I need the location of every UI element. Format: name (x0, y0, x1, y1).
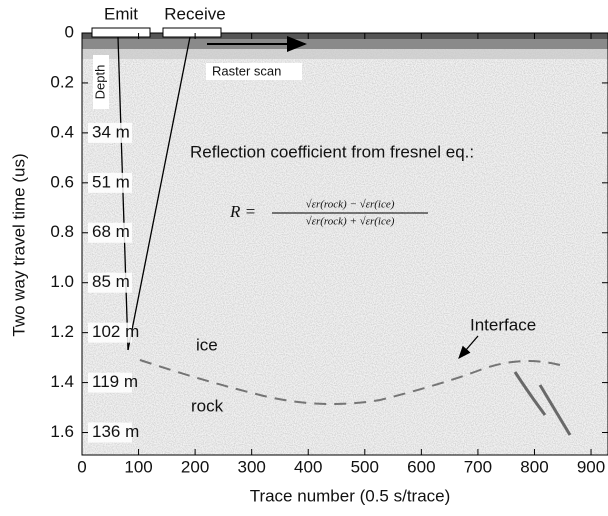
x-axis-label: Trace number (0.5 s/trace) (250, 486, 451, 505)
depth-label: 136 m (92, 422, 139, 441)
depth-label-box (88, 422, 132, 443)
ice-label: ice (196, 335, 218, 354)
emit-box (91, 27, 151, 38)
depth-label-box (88, 372, 132, 393)
emit-label: Emit (104, 4, 138, 23)
depth-label: 85 m (92, 272, 130, 291)
x-tick-label: 100 (124, 457, 152, 476)
y-tick-label: 1.6 (50, 422, 74, 441)
x-tick-label: 400 (294, 457, 322, 476)
y-tick-label: 0.6 (50, 172, 74, 191)
depth-label: 68 m (92, 222, 130, 241)
depth-label: 34 m (92, 122, 130, 141)
interface-label: Interface (470, 315, 536, 334)
y-tick-label: 0.8 (50, 222, 74, 241)
depth-label: 51 m (92, 172, 130, 191)
radar-image (82, 33, 608, 455)
depth-label-box (88, 322, 132, 343)
y-tick-label: 0.2 (50, 72, 74, 91)
depth-title: Depth (92, 65, 107, 100)
formula-lhs: R = (229, 202, 256, 221)
x-tick-label: 0 (77, 457, 86, 476)
x-tick-label: 200 (181, 457, 209, 476)
x-tick-label: 800 (520, 457, 548, 476)
emit-ray (117, 36, 129, 351)
x-tick-label: 600 (407, 457, 435, 476)
depth-label-box (88, 122, 132, 143)
formula-denominator: √εr(rock) + √εr(ice) (306, 216, 395, 228)
x-tick-label: 700 (464, 457, 492, 476)
depth-label-box (88, 172, 132, 193)
y-axis-label: Two way travel time (us) (9, 153, 28, 336)
rock-label: rock (191, 396, 224, 415)
y-tick-label: 1.0 (50, 272, 74, 291)
depth-label: 102 m (92, 322, 139, 341)
depth-label-box (88, 272, 132, 293)
y-tick-label: 1.2 (50, 322, 74, 341)
x-tick-label: 900 (577, 457, 605, 476)
depth-box (93, 55, 109, 109)
annotation: Reflection coefficient from fresnel eq.: (190, 142, 474, 161)
depth-label: 119 m (92, 372, 138, 391)
plot-frame (81, 32, 608, 456)
y-tick-label: 1.4 (50, 372, 74, 391)
raster-label: Raster scan (212, 63, 281, 78)
depth-label-box (88, 222, 132, 243)
x-tick-label: 500 (351, 457, 379, 476)
x-tick-label: 300 (237, 457, 265, 476)
formula-numerator: √εr(rock) − √εr(ice) (306, 199, 395, 211)
y-tick-label: 0.4 (50, 122, 74, 141)
interface-arrow (458, 335, 479, 359)
receive-label: Receive (164, 4, 225, 23)
raster-box (206, 63, 302, 80)
receive-box (162, 27, 222, 38)
receive-ray (127, 36, 191, 351)
y-tick-label: 0 (65, 22, 74, 41)
